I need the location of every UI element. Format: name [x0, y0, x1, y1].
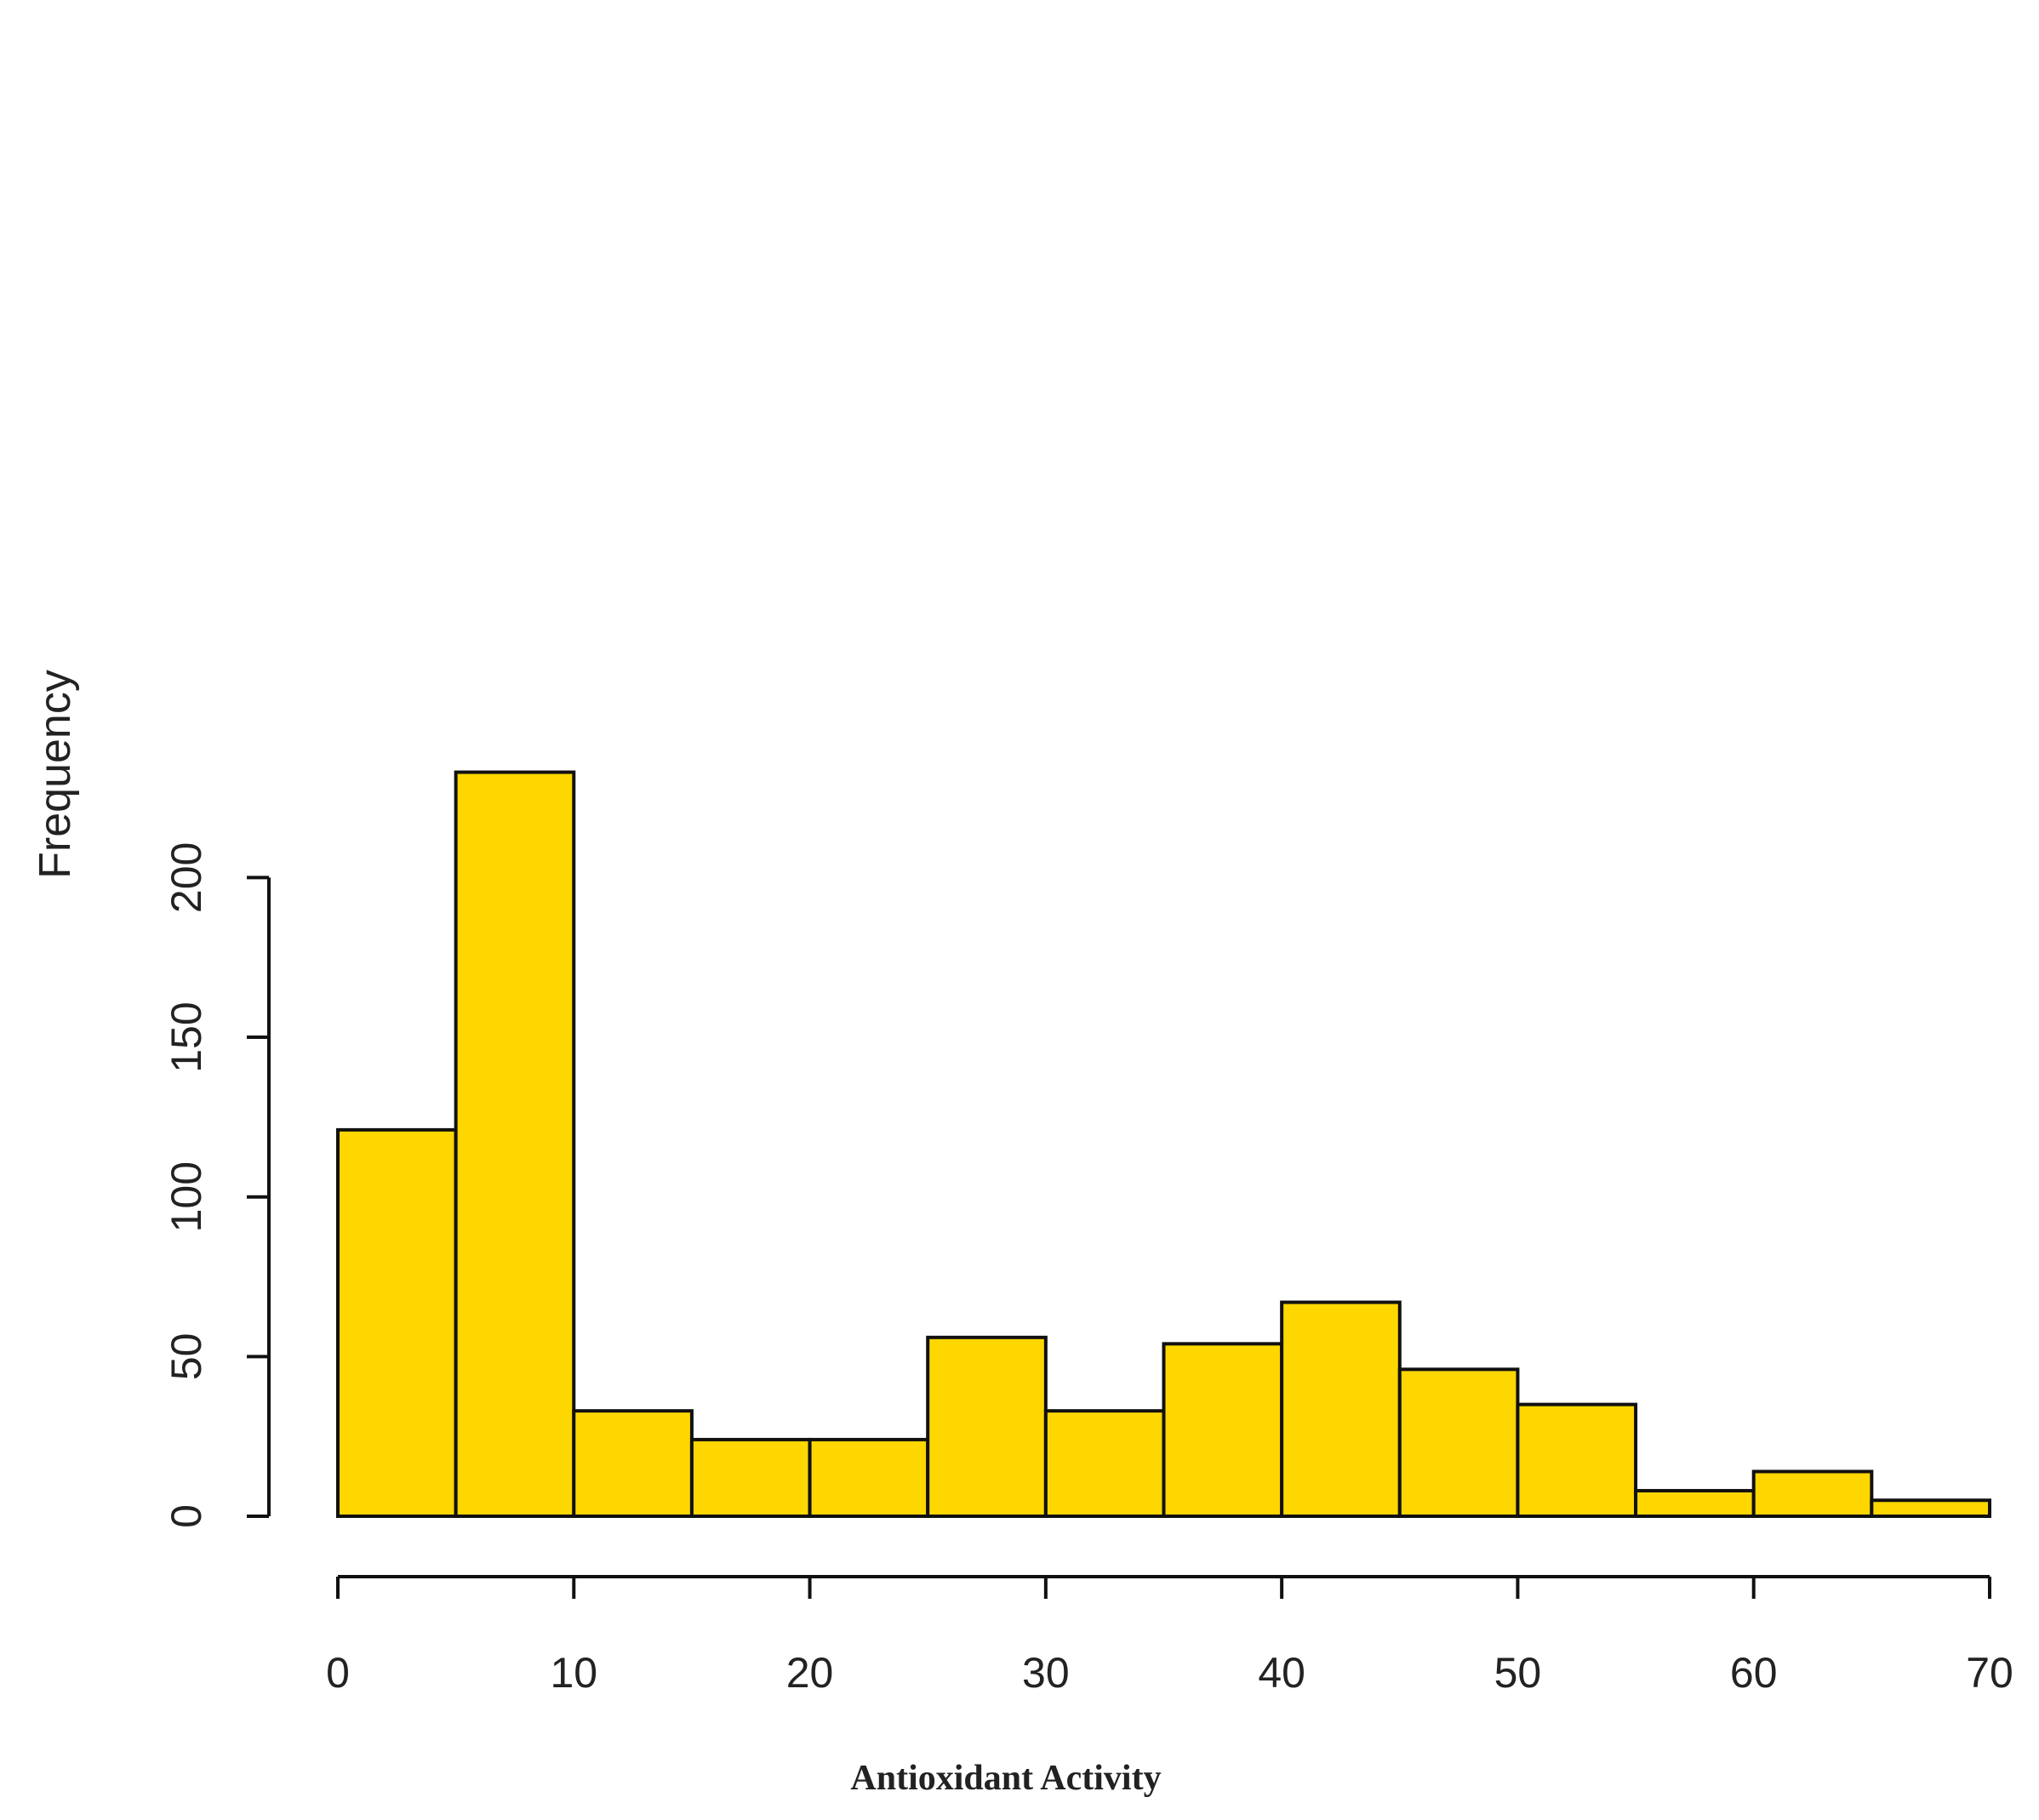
y-tick-label: 50	[163, 1333, 210, 1381]
histogram-bar	[1280, 1300, 1402, 1518]
histogram-bar	[572, 1409, 694, 1518]
y-axis-title: Frequency	[31, 670, 80, 879]
histogram-bar	[1870, 1498, 1992, 1518]
x-tick-label: 70	[1966, 1649, 2013, 1697]
histogram-bar	[454, 770, 576, 1518]
histogram-bar	[1162, 1342, 1284, 1519]
x-axis: 0 10 20 30 40 50 60 70	[326, 1575, 2013, 1697]
histogram-bar	[1751, 1469, 1874, 1519]
histogram-bar	[926, 1335, 1048, 1519]
x-tick-label: 50	[1494, 1649, 1542, 1697]
histogram-bar	[336, 1127, 458, 1518]
y-tick-label: 0	[163, 1504, 210, 1528]
x-tick-label: 40	[1258, 1649, 1305, 1697]
histogram-bar	[689, 1437, 812, 1518]
x-tick-label: 10	[550, 1649, 597, 1697]
histogram-bar	[1043, 1409, 1166, 1518]
x-tick-label: 20	[786, 1649, 834, 1697]
histogram-bar	[1516, 1402, 1638, 1519]
x-tick-label: 60	[1730, 1649, 1778, 1697]
x-tick-label: 0	[326, 1649, 350, 1697]
y-axis: 0 50 100 150 200	[163, 842, 271, 1528]
y-tick-label: 150	[163, 1001, 210, 1072]
y-tick-label: 200	[163, 842, 210, 913]
bars-group	[336, 770, 1992, 1519]
histogram-bar	[808, 1437, 930, 1518]
x-tick-label: 30	[1022, 1649, 1070, 1697]
histogram-bar	[1634, 1488, 1756, 1518]
histogram-bar	[1397, 1367, 1520, 1519]
x-axis-title: Antioxidant Activity	[850, 1759, 1161, 1798]
y-tick-label: 100	[163, 1161, 210, 1232]
